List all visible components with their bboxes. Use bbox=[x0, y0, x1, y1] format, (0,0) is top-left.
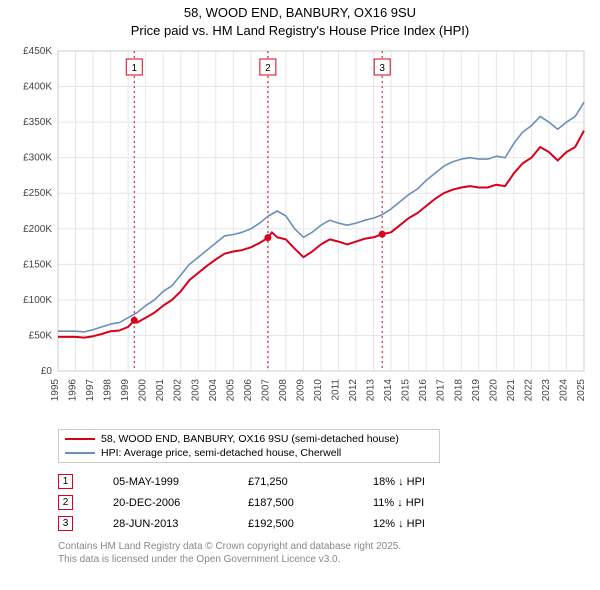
legend: 58, WOOD END, BANBURY, OX16 9SU (semi-de… bbox=[58, 429, 440, 463]
annotation-row: 1 05-MAY-1999 £71,250 18% ↓ HPI bbox=[58, 471, 590, 492]
svg-text:2012: 2012 bbox=[348, 379, 359, 402]
svg-text:£200K: £200K bbox=[23, 224, 52, 235]
svg-text:2009: 2009 bbox=[295, 379, 306, 402]
svg-text:2016: 2016 bbox=[418, 379, 429, 402]
annotation-badge: 1 bbox=[58, 474, 73, 489]
chart-svg: £0 £50K £100K £150K £200K £250K £300K £350K £400… bbox=[10, 43, 590, 423]
annotation-date: 05-MAY-1999 bbox=[113, 476, 208, 488]
chart-title: 58, WOOD END, BANBURY, OX16 9SU Price pa… bbox=[10, 4, 590, 39]
svg-text:£300K: £300K bbox=[23, 153, 52, 164]
svg-text:£150K: £150K bbox=[23, 259, 52, 270]
svg-text:1995: 1995 bbox=[50, 379, 61, 402]
annotation-date: 28-JUN-2013 bbox=[113, 518, 208, 530]
chart-plot: £0 £50K £100K £150K £200K £250K £300K £350K £400… bbox=[10, 43, 590, 423]
svg-text:2020: 2020 bbox=[488, 379, 499, 402]
annotation-pct: 12% ↓ HPI bbox=[373, 518, 468, 530]
svg-text:2022: 2022 bbox=[523, 379, 534, 402]
svg-text:3: 3 bbox=[379, 63, 385, 74]
annotations-table: 1 05-MAY-1999 £71,250 18% ↓ HPI 2 20-DEC… bbox=[58, 471, 590, 534]
svg-text:2014: 2014 bbox=[383, 379, 394, 402]
annotation-price: £187,500 bbox=[248, 497, 333, 509]
svg-text:£350K: £350K bbox=[23, 117, 52, 128]
svg-text:1996: 1996 bbox=[68, 379, 79, 402]
svg-text:1997: 1997 bbox=[85, 379, 96, 402]
svg-text:2023: 2023 bbox=[541, 379, 552, 402]
legend-label: 58, WOOD END, BANBURY, OX16 9SU (semi-de… bbox=[101, 433, 399, 445]
svg-text:£450K: £450K bbox=[23, 46, 52, 57]
legend-swatch bbox=[65, 452, 95, 454]
svg-text:2: 2 bbox=[265, 63, 271, 74]
footer-line-1: Contains HM Land Registry data © Crown c… bbox=[58, 540, 590, 553]
svg-text:2010: 2010 bbox=[313, 379, 324, 402]
svg-text:2021: 2021 bbox=[506, 379, 517, 402]
svg-text:2015: 2015 bbox=[401, 379, 412, 402]
annotation-row: 3 28-JUN-2013 £192,500 12% ↓ HPI bbox=[58, 513, 590, 534]
svg-text:1: 1 bbox=[131, 63, 137, 74]
svg-text:2008: 2008 bbox=[278, 379, 289, 402]
annotation-pct: 18% ↓ HPI bbox=[373, 476, 468, 488]
svg-text:2005: 2005 bbox=[225, 379, 236, 402]
annotation-price: £71,250 bbox=[248, 476, 333, 488]
footer-attribution: Contains HM Land Registry data © Crown c… bbox=[58, 540, 590, 566]
svg-text:2013: 2013 bbox=[366, 379, 377, 402]
legend-item-subject: 58, WOOD END, BANBURY, OX16 9SU (semi-de… bbox=[65, 432, 433, 446]
svg-text:2007: 2007 bbox=[260, 379, 271, 402]
svg-text:2003: 2003 bbox=[190, 379, 201, 402]
svg-text:£50K: £50K bbox=[29, 331, 53, 342]
annotation-pct: 11% ↓ HPI bbox=[373, 497, 468, 509]
chart-container: 58, WOOD END, BANBURY, OX16 9SU Price pa… bbox=[0, 0, 600, 576]
svg-text:£0: £0 bbox=[41, 366, 53, 377]
svg-text:2002: 2002 bbox=[173, 379, 184, 402]
legend-swatch bbox=[65, 438, 95, 440]
legend-item-hpi: HPI: Average price, semi-detached house,… bbox=[65, 446, 433, 460]
svg-text:£100K: £100K bbox=[23, 295, 52, 306]
footer-line-2: This data is licensed under the Open Gov… bbox=[58, 553, 590, 566]
svg-text:2017: 2017 bbox=[436, 379, 447, 402]
svg-text:2019: 2019 bbox=[471, 379, 482, 402]
annotation-badge: 2 bbox=[58, 495, 73, 510]
svg-text:1998: 1998 bbox=[103, 379, 114, 402]
svg-text:2024: 2024 bbox=[558, 379, 569, 402]
title-line-1: 58, WOOD END, BANBURY, OX16 9SU bbox=[10, 4, 590, 22]
annotation-date: 20-DEC-2006 bbox=[113, 497, 208, 509]
annotation-price: £192,500 bbox=[248, 518, 333, 530]
svg-text:£250K: £250K bbox=[23, 188, 52, 199]
svg-text:2018: 2018 bbox=[453, 379, 464, 402]
svg-text:2006: 2006 bbox=[243, 379, 254, 402]
svg-text:2025: 2025 bbox=[576, 379, 587, 402]
svg-text:2001: 2001 bbox=[155, 379, 166, 402]
svg-text:2011: 2011 bbox=[331, 379, 342, 401]
svg-text:2000: 2000 bbox=[138, 379, 149, 402]
svg-text:2004: 2004 bbox=[208, 379, 219, 402]
legend-label: HPI: Average price, semi-detached house,… bbox=[101, 447, 341, 459]
svg-text:£400K: £400K bbox=[23, 82, 52, 93]
title-line-2: Price paid vs. HM Land Registry's House … bbox=[10, 22, 590, 40]
svg-text:1999: 1999 bbox=[120, 379, 131, 402]
annotation-row: 2 20-DEC-2006 £187,500 11% ↓ HPI bbox=[58, 492, 590, 513]
annotation-badge: 3 bbox=[58, 516, 73, 531]
